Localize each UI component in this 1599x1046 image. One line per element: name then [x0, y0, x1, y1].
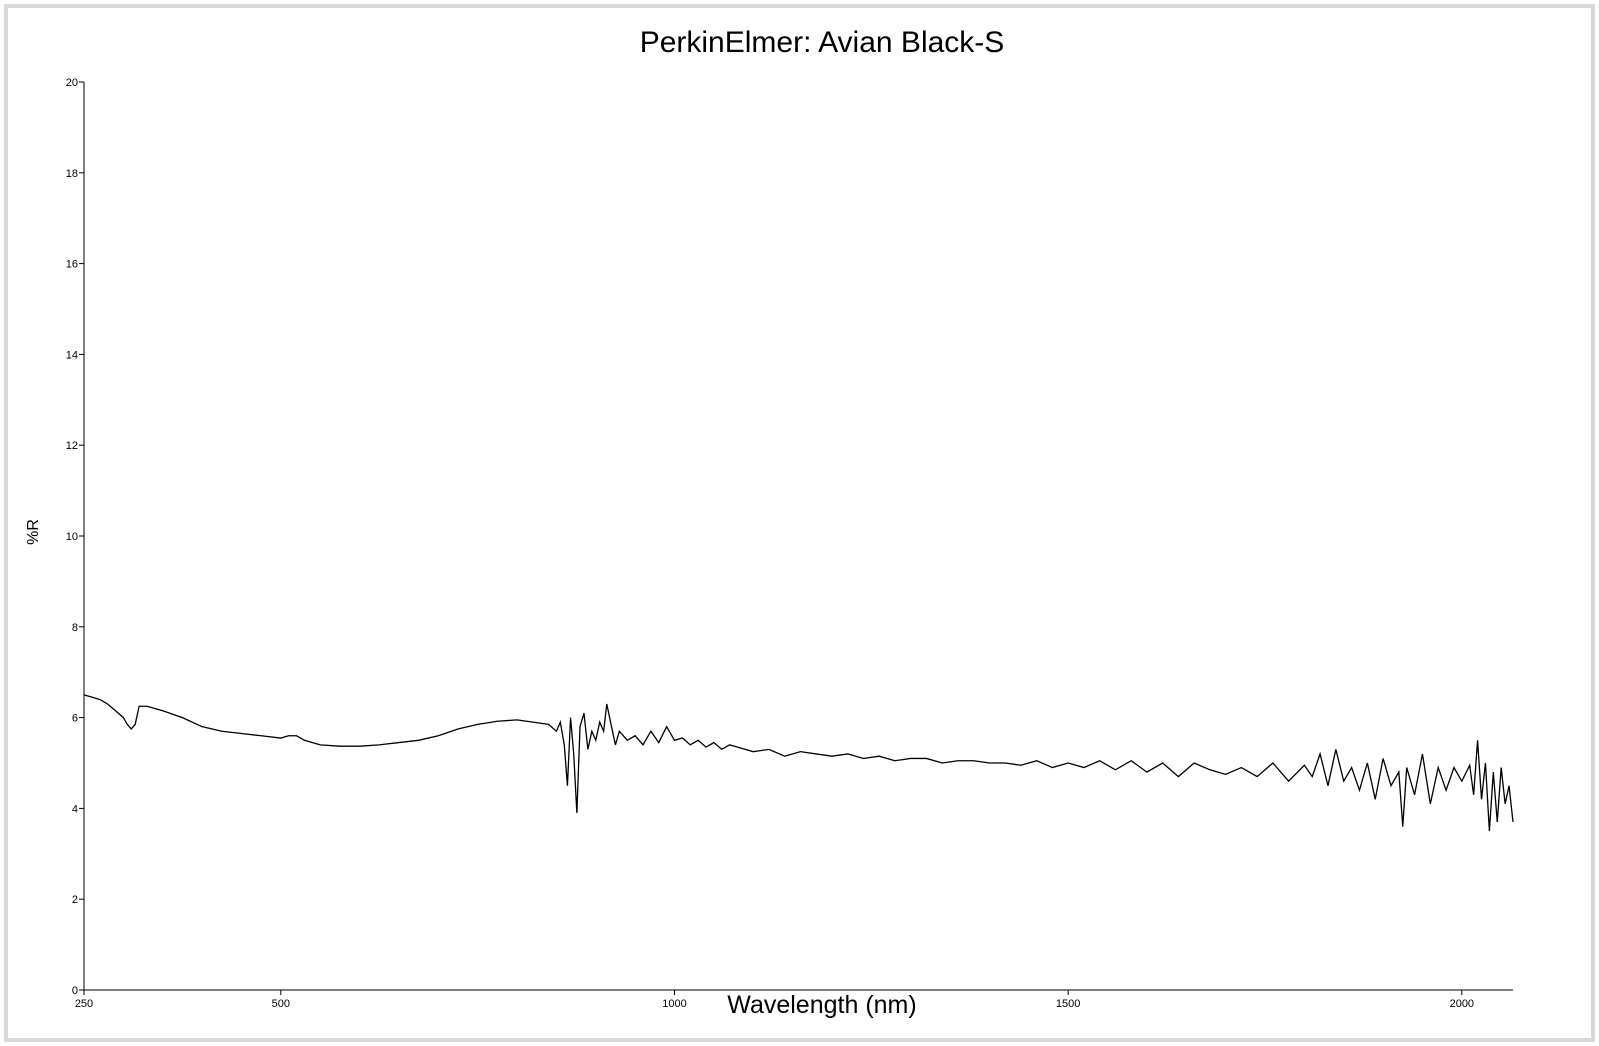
y-tick-label: 18: [66, 168, 78, 180]
x-tick-label: 2000: [1450, 998, 1474, 1010]
y-tick-label: 6: [72, 713, 78, 725]
frame: [4, 4, 1595, 1042]
y-tick-label: 16: [66, 259, 78, 271]
y-tick-label: 10: [66, 531, 78, 543]
y-tick-label: 2: [72, 894, 78, 906]
y-tick-label: 14: [66, 349, 78, 361]
y-tick-label: 4: [72, 803, 78, 815]
y-tick-label: 8: [72, 622, 78, 634]
y-axis-label: %R: [25, 519, 42, 545]
y-tick-label: 12: [66, 440, 78, 452]
data-line: [83, 694, 1514, 832]
y-tick-label: 20: [66, 77, 78, 89]
chart-title: PerkinElmer: Avian Black-S: [640, 26, 1005, 59]
x-tick-label: 1500: [1056, 998, 1080, 1010]
x-tick-label: 250: [75, 998, 93, 1010]
x-tick-label: 1000: [662, 998, 686, 1010]
y-tick-label: 0: [72, 985, 78, 997]
x-axis-label: Wavelength (nm): [727, 991, 916, 1019]
x-tick-label: 500: [272, 998, 290, 1010]
